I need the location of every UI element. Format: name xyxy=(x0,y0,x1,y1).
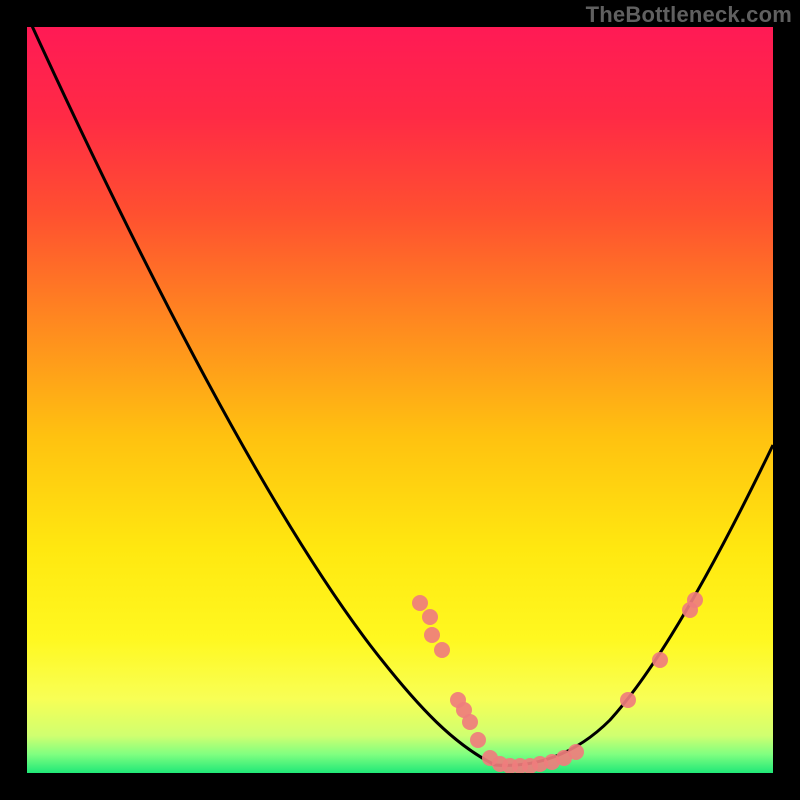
bottleneck-curve-plot xyxy=(0,0,800,800)
data-marker xyxy=(412,595,428,611)
data-marker xyxy=(424,627,440,643)
chart-container: { "watermark": "TheBottleneck.com", "plo… xyxy=(0,0,800,800)
data-marker xyxy=(422,609,438,625)
data-marker xyxy=(687,592,703,608)
data-marker xyxy=(462,714,478,730)
data-marker xyxy=(434,642,450,658)
data-marker xyxy=(652,652,668,668)
data-marker xyxy=(568,744,584,760)
watermark-text: TheBottleneck.com xyxy=(586,2,792,28)
plot-frame-right xyxy=(773,0,800,800)
data-marker xyxy=(620,692,636,708)
plot-frame-left xyxy=(0,0,27,800)
data-marker xyxy=(470,732,486,748)
plot-frame-bottom xyxy=(0,773,800,800)
